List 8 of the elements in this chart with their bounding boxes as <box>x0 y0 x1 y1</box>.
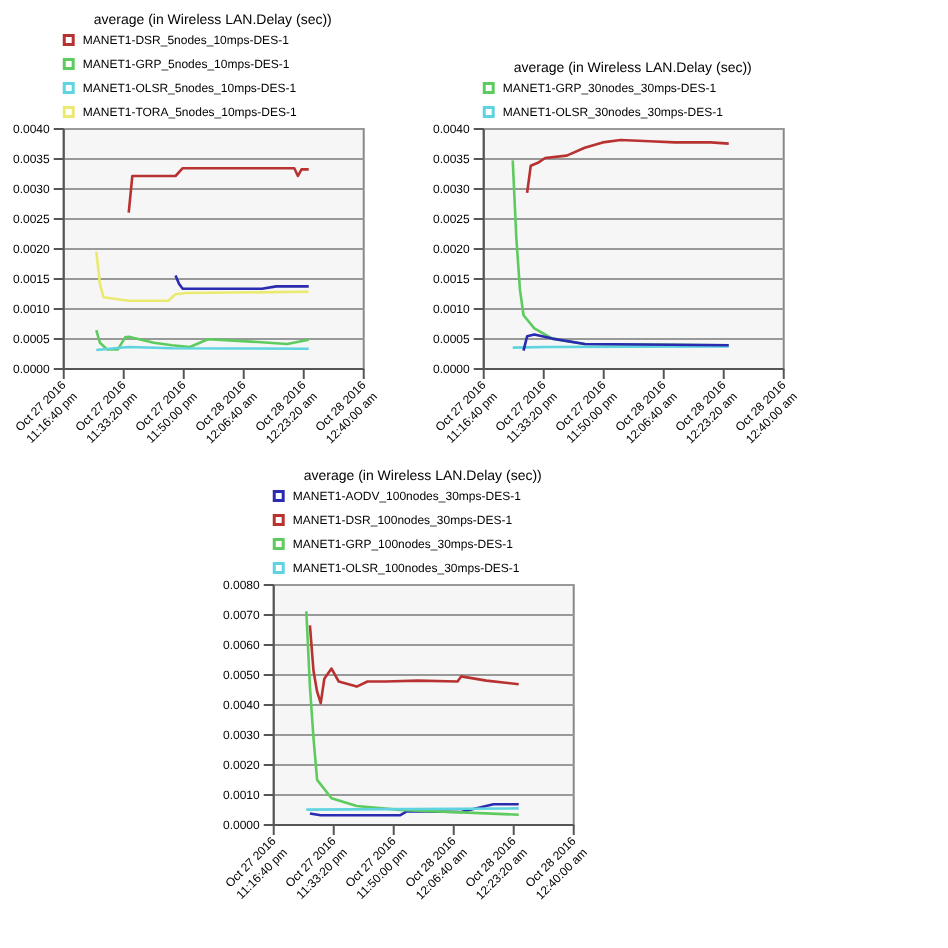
line-series <box>127 166 311 214</box>
line-series <box>95 250 311 303</box>
line-series <box>525 138 731 195</box>
line-series <box>308 624 521 705</box>
line-series <box>95 328 311 351</box>
line-series <box>305 610 521 816</box>
line-series <box>522 333 731 352</box>
line-series <box>174 274 311 291</box>
